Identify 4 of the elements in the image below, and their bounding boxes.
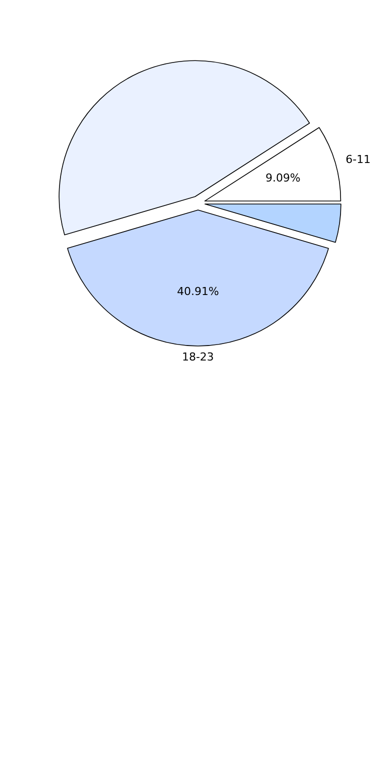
slice-label: 18-23 <box>182 350 214 364</box>
data-label: 9.09% <box>266 172 300 185</box>
slice-label: 6-11 <box>346 153 371 166</box>
data-label: 40.91% <box>176 285 219 298</box>
